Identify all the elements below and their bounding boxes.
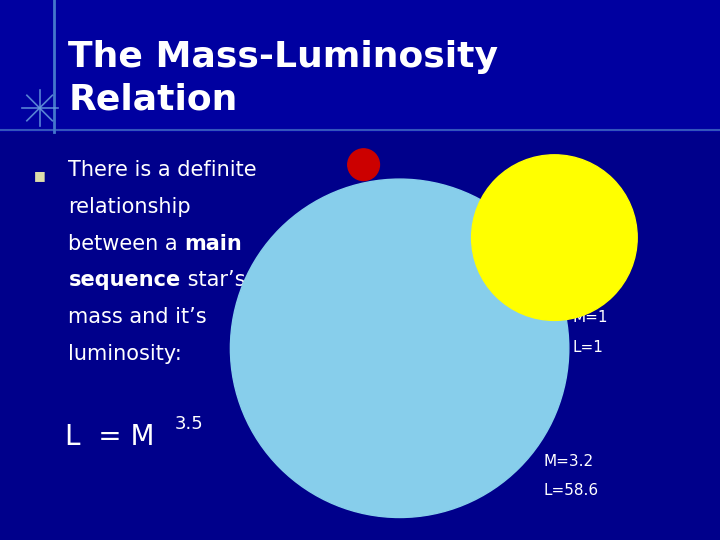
Circle shape — [230, 179, 569, 517]
Text: mass and it’s: mass and it’s — [68, 307, 207, 327]
Text: star’s: star’s — [181, 270, 245, 291]
Text: L=58.6: L=58.6 — [544, 483, 599, 498]
Text: M=3.2: M=3.2 — [544, 454, 594, 469]
Text: 3.5: 3.5 — [175, 415, 204, 433]
Circle shape — [348, 149, 379, 180]
Text: between a: between a — [68, 233, 184, 254]
Text: There is a definite: There is a definite — [68, 160, 257, 180]
Text: L  = M: L = M — [65, 423, 154, 451]
Text: The Mass-Luminosity: The Mass-Luminosity — [68, 40, 498, 73]
Text: luminosity:: luminosity: — [68, 343, 182, 364]
Bar — [0, 0, 720, 132]
Text: M=0.2: M=0.2 — [378, 181, 428, 196]
Circle shape — [472, 155, 637, 320]
Text: M=1: M=1 — [572, 310, 608, 326]
Text: sequence: sequence — [68, 270, 181, 291]
Text: relationship: relationship — [68, 197, 191, 217]
Text: Relation: Relation — [68, 83, 238, 117]
Text: L=0.0036: L=0.0036 — [378, 211, 452, 226]
Text: main: main — [184, 233, 243, 254]
Text: L=1: L=1 — [572, 340, 603, 355]
Text: ■: ■ — [34, 169, 45, 182]
